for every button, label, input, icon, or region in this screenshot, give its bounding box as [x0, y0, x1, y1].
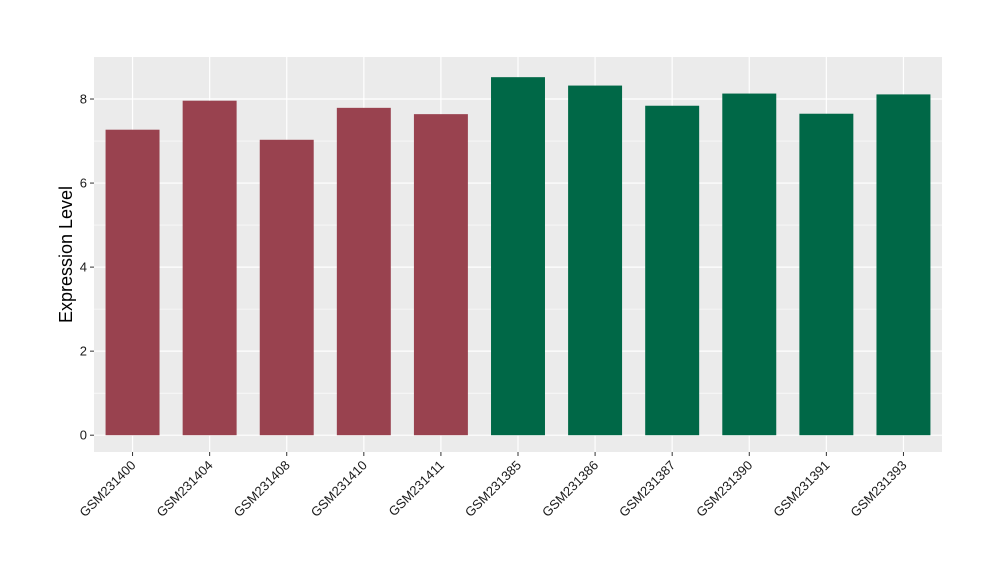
x-tick-label: GSM231410	[308, 458, 370, 520]
bars	[105, 77, 931, 436]
bar-gsm231385	[491, 77, 545, 436]
y-tick-label: 2	[80, 344, 87, 359]
x-tick-label: GSM231385	[462, 458, 524, 520]
y-tick-label: 6	[80, 176, 87, 191]
x-tick-label: GSM231391	[770, 458, 832, 520]
y-tick-label: 4	[80, 260, 87, 275]
x-tick-label: GSM231400	[76, 458, 138, 520]
bar-gsm231410	[336, 107, 391, 436]
x-tick-label: GSM231390	[693, 458, 755, 520]
x-tick-label: GSM231386	[539, 458, 601, 520]
bar-gsm231408	[259, 139, 314, 436]
bar-gsm231393	[876, 94, 931, 436]
bar-gsm231404	[182, 100, 237, 436]
bar-gsm231386	[568, 85, 623, 436]
y-axis-title: Expression Level	[56, 186, 76, 323]
y-axis: 0 2 4 6 8	[80, 92, 94, 443]
x-tick-label: GSM231411	[385, 458, 447, 520]
bar-gsm231390	[722, 93, 777, 436]
x-tick-label: GSM231408	[231, 458, 293, 520]
bar-gsm231387	[645, 105, 700, 436]
x-tick-label: GSM231404	[154, 458, 216, 520]
x-tick-label: GSM231387	[616, 458, 678, 520]
bar-gsm231411	[413, 114, 468, 436]
y-tick-label: 0	[80, 428, 87, 443]
y-tick-label: 8	[80, 92, 87, 107]
x-tick-label: GSM231393	[847, 458, 909, 520]
bar-gsm231391	[799, 113, 854, 436]
bar-gsm231400	[105, 129, 160, 436]
x-axis: GSM231400 GSM231404 GSM231408 GSM231410 GSM2…	[76, 452, 910, 520]
